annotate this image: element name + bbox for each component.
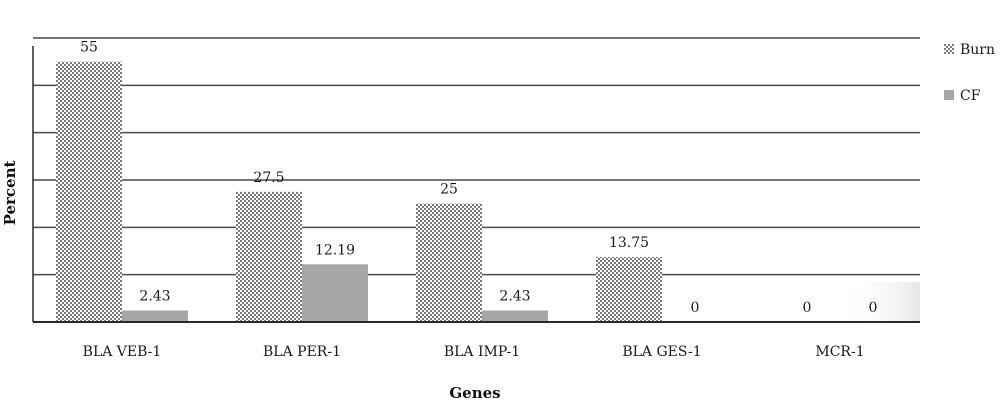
labels: 55 27.5 25 13.75 0 2.43 12.19 2.43 0 0 BLA VEB-1 BL… [80, 40, 877, 360]
legend-swatch-cf [944, 90, 954, 100]
bar-cf-1 [302, 264, 368, 322]
bar-cf-2 [482, 310, 548, 322]
legend-label-burn: Burn [960, 42, 995, 58]
data-label-cf-1: 12.19 [315, 242, 355, 258]
data-label-burn-0: 55 [80, 40, 98, 56]
data-label-burn-2: 25 [440, 182, 458, 198]
data-label-cf-0: 2.43 [139, 288, 170, 304]
x-axis-title: Genes [449, 384, 500, 402]
x-tick-label-1: BLA PER-1 [263, 344, 341, 360]
axes [32, 46, 920, 323]
bar-burn-0 [56, 61, 122, 323]
bar-burn-3 [596, 256, 662, 322]
x-tick-label-4: MCR-1 [815, 344, 864, 360]
plot-corner-shade [840, 282, 920, 322]
x-tick-label-2: BLA IMP-1 [444, 344, 520, 360]
bar-burn-2 [416, 203, 482, 322]
data-label-burn-3: 13.75 [609, 235, 649, 251]
data-label-cf-4: 0 [869, 300, 878, 316]
x-tick-label-0: BLA VEB-1 [83, 344, 162, 360]
bars [56, 61, 662, 323]
gridlines [33, 37, 920, 322]
legend-label-cf: CF [960, 88, 981, 104]
bar-cf-0 [122, 310, 188, 322]
legend-swatch-burn [944, 44, 954, 54]
y-axis-title: Percent [1, 161, 19, 226]
bar-burn-1 [236, 191, 302, 322]
data-label-cf-2: 2.43 [499, 288, 530, 304]
data-label-burn-1: 27.5 [253, 170, 284, 186]
x-tick-label-3: BLA GES-1 [622, 344, 701, 360]
data-label-cf-3: 0 [691, 300, 700, 316]
legend: Burn CF [944, 42, 995, 104]
data-label-burn-4: 0 [803, 300, 812, 316]
